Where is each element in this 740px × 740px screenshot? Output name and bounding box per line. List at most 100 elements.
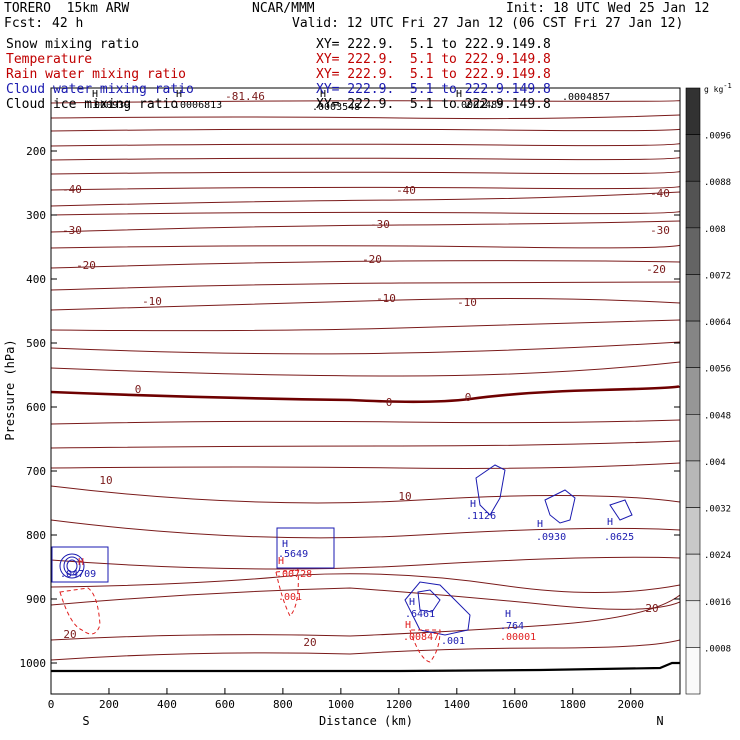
field-xy-cloud-ice: XY= 222.9. 5.1 to 222.9.149.8 [316,97,551,112]
isotherm [51,440,680,449]
temperature-label: 20 [303,636,316,649]
freezing-level-isotherm [51,384,680,404]
init-time: Init: 18 UTC Wed 25 Jan 12 [506,1,710,16]
isotherm-minus30 [51,220,680,233]
isotherm [51,519,680,539]
isotherm [51,156,680,161]
cloud-water-contour [404,581,471,636]
cloud-water-contour [475,464,506,516]
temperature-label: -10 [457,296,477,309]
temperature-isotherms [51,100,680,661]
colorbar-bin [685,507,701,555]
isotherm-minus20 [51,260,680,269]
snow-label: .0003548 [312,102,360,113]
y-tick-label: 200 [26,145,46,158]
x-tick-label: 2000 [617,698,644,711]
y-tick-label: 900 [26,593,46,606]
snow-label: .0002489 [455,100,503,111]
colorbar-label: .0008 [704,644,731,654]
x-tick-label: 1000 [328,698,355,711]
temperature-label: 0 [465,391,472,404]
x-tick-label: 200 [99,698,119,711]
isotherm-plus20 [51,594,680,641]
y-tick-label: 300 [26,209,46,222]
snow-label: .000939 [88,100,130,111]
colorbar-bin [685,553,701,602]
y-tick-label: 400 [26,273,46,286]
temperature-label: -40 [650,187,670,200]
isotherm-plus10 [51,485,680,504]
colorbar-bin [685,134,701,182]
max-marker: H [320,89,326,100]
forecast-hour: 42 h [52,16,84,31]
colorbar-label: .0016 [704,598,731,608]
x-axis-label: Distance (km) [319,714,413,728]
cloud-water-contour [417,589,441,613]
x-tick-label: 1600 [502,698,529,711]
y-tick-label: 1000 [20,657,47,670]
max-marker: H [282,539,288,550]
cloud-water-label: .001 [441,636,465,647]
isotherm [51,142,680,147]
y-tick-label: 600 [26,401,46,414]
colorbar-label: .0056 [704,365,731,375]
colorbar-label: .0072 [704,271,731,281]
isotherm [51,587,680,610]
isotherm [51,243,680,249]
model-title: TORERO 15km ARW [4,1,130,16]
max-marker: H [92,89,98,100]
cloud-water-contour [609,499,633,521]
temperature-label: -20 [362,253,382,266]
max-marker: H [505,609,511,620]
isotherm [51,100,680,104]
max-marker: H [409,597,415,608]
colorbar-bin [685,180,701,229]
snow-label: .0004857 [562,92,610,103]
isotherm-minus10 [51,298,680,311]
cloud-water-label: .04709 [60,569,96,580]
rain-label: .00728 [276,569,312,580]
cloud-water-label: .5649 [278,549,308,560]
colorbar-bin [685,460,701,508]
x-tick-label: 1400 [444,698,471,711]
rain-contour [275,569,299,617]
field-xy-snow: XY= 222.9. 5.1 to 222.9.149.8 [316,37,551,52]
max-marker: H [405,620,411,631]
y-tick-label: 700 [26,465,46,478]
temperature-label: -20 [646,263,666,276]
cloud-water-contours [51,464,633,636]
cloud-water-label: .764 [500,621,524,632]
temperature-label: -40 [62,183,82,196]
isotherm [51,128,680,132]
field-name-snow: Snow mixing ratio [6,37,140,52]
snow-label: .0006813 [174,100,222,111]
valid-time: Valid: 12 UTC Fri 27 Jan 12 (06 CST Fri … [292,16,684,31]
max-marker: H [470,499,476,510]
isotherm-minus40 [51,191,680,207]
y-tick-label: 500 [26,337,46,350]
temperature-label: -40 [396,184,416,197]
colorbar: .0096 .0088 .008 .0072 .0064 .0056 .0048 .004 .0… [685,87,731,695]
isotherm [51,114,680,120]
x-axis: 0 200 400 600 800 1000 1200 1400 1600 1800 2000 [48,688,644,711]
plot-frame [50,87,681,695]
colorbar-bin [685,227,701,275]
field-xy-cloud-water: XY= 222.9. 5.1 to 222.9.149.8 [316,82,551,97]
x-tick-label: 800 [273,698,293,711]
colorbar-bin [685,600,701,648]
colorbar-bin [685,414,701,462]
cloud-water-contour [544,489,576,524]
field-xy-temperature: XY= 222.9. 5.1 to 222.9.149.8 [316,52,551,67]
colorbar-label: .0032 [704,505,731,515]
temperature-label: 10 [398,490,411,503]
colorbar-bin [685,367,701,415]
rain-label: .00847 [403,632,439,643]
temperature-label: -30 [370,218,390,231]
south-end-label: S [82,714,89,728]
rain-contour [59,587,101,635]
isotherm [51,419,680,425]
max-marker: H [278,556,284,567]
forecast-label: Fcst: [4,16,44,31]
